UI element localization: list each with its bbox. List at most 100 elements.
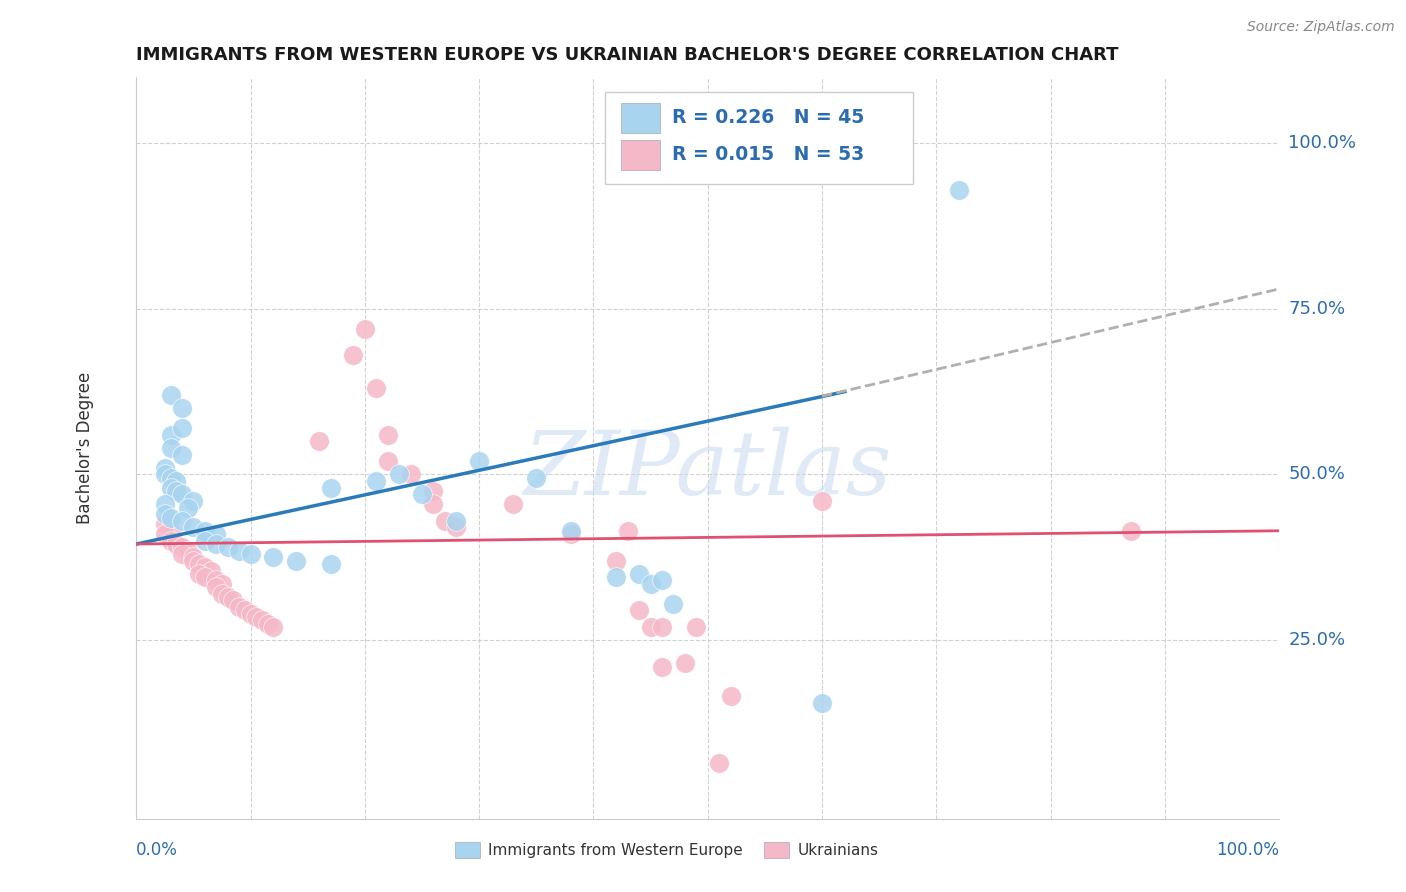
Point [651,574,673,588]
Point [388,467,411,482]
Point [319,481,342,495]
Point [250,613,273,627]
Text: 100.0%: 100.0% [1216,841,1279,859]
Point [616,524,638,538]
Point [662,597,685,611]
Text: 100.0%: 100.0% [1288,134,1357,153]
Point [560,527,582,541]
Point [159,441,181,455]
Point [194,570,217,584]
Point [605,553,627,567]
Point [200,564,222,578]
Point [366,381,388,395]
Text: 25.0%: 25.0% [1288,632,1346,649]
Point [377,427,399,442]
Point [468,454,491,468]
Point [673,657,696,671]
Point [153,507,176,521]
Point [153,467,176,482]
Point [170,514,193,528]
Point [194,560,217,574]
Point [422,483,444,498]
Point [183,550,205,565]
Point [502,497,524,511]
Point [159,427,181,442]
Point [262,550,284,565]
Point [165,483,187,498]
Point [159,533,181,548]
Point [245,610,267,624]
Point [239,607,262,621]
Point [159,471,181,485]
Point [524,471,547,485]
Point [159,510,181,524]
Text: Immigrants from Western Europe: Immigrants from Western Europe [488,843,744,858]
Point [446,520,468,534]
Point [211,576,233,591]
Point [153,460,176,475]
Point [159,481,181,495]
Point [628,603,651,617]
Point [377,454,399,468]
Point [605,570,627,584]
Point [183,494,205,508]
Point [205,574,228,588]
Point [205,580,228,594]
Point [153,517,176,532]
Point [433,514,456,528]
Text: Ukrainians: Ukrainians [797,843,879,858]
Point [165,537,187,551]
Point [319,557,342,571]
Point [399,467,422,482]
Point [422,497,444,511]
Text: R = 0.015   N = 53: R = 0.015 N = 53 [672,145,865,164]
Point [183,520,205,534]
Point [948,182,970,196]
Text: ZIPatlas: ZIPatlas [523,426,891,514]
Point [560,524,582,538]
Point [651,659,673,673]
Point [170,541,193,555]
Point [228,543,250,558]
Point [165,474,187,488]
Point [159,524,181,538]
Point [170,448,193,462]
Point [217,590,239,604]
Point [153,497,176,511]
Point [285,553,308,567]
Point [628,566,651,581]
Point [651,620,673,634]
Point [707,756,730,770]
FancyBboxPatch shape [605,92,914,185]
Point [205,527,228,541]
Point [446,514,468,528]
Text: IMMIGRANTS FROM WESTERN EUROPE VS UKRAINIAN BACHELOR'S DEGREE CORRELATION CHART: IMMIGRANTS FROM WESTERN EUROPE VS UKRAIN… [136,46,1119,64]
Point [170,401,193,416]
Point [183,553,205,567]
Point [811,494,834,508]
Point [1119,524,1142,538]
Text: 75.0%: 75.0% [1288,300,1346,318]
Text: Source: ZipAtlas.com: Source: ZipAtlas.com [1247,20,1395,34]
Point [640,576,662,591]
Point [262,620,284,634]
Point [211,587,233,601]
Text: R = 0.226   N = 45: R = 0.226 N = 45 [672,108,865,128]
Point [170,547,193,561]
Point [188,557,211,571]
Point [354,321,377,335]
Point [720,690,742,704]
Point [222,593,245,607]
Point [411,487,433,501]
Point [685,620,707,634]
Point [170,421,193,435]
FancyBboxPatch shape [621,140,659,169]
Point [194,533,217,548]
Point [194,524,217,538]
Point [256,616,278,631]
Point [811,696,834,710]
Text: 50.0%: 50.0% [1288,466,1346,483]
Point [640,620,662,634]
Point [233,603,256,617]
Text: Bachelor's Degree: Bachelor's Degree [76,372,94,524]
